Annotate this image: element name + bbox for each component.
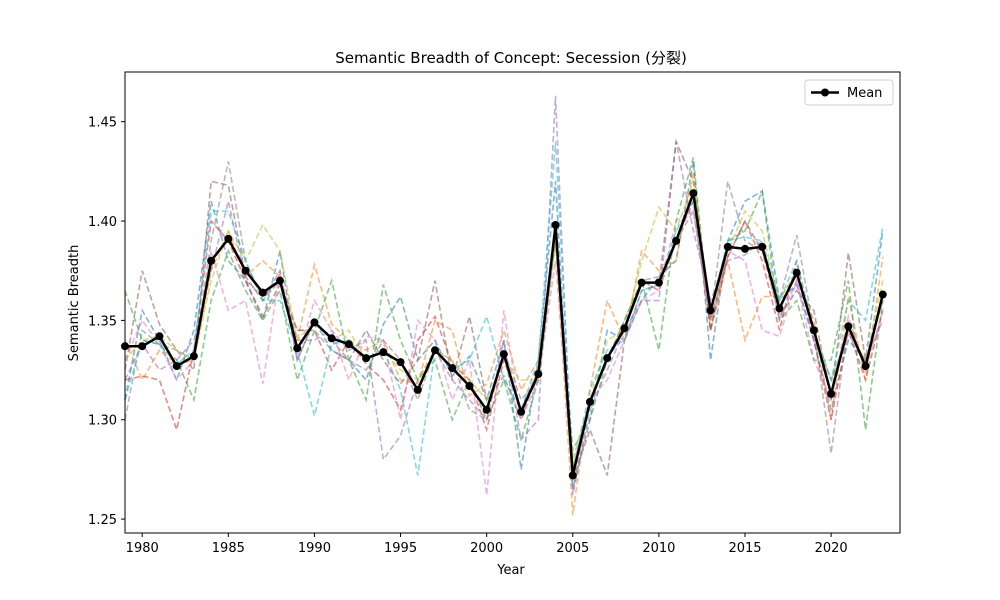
mean-point: [413, 385, 422, 394]
mean-point: [258, 288, 267, 297]
mean-point: [241, 266, 250, 275]
legend: Mean: [804, 79, 894, 106]
x-tick-label: 1980: [126, 541, 159, 556]
x-tick-label: 2000: [470, 541, 503, 556]
series-line-2: [124, 171, 884, 516]
x-tick-label: 1995: [384, 541, 417, 556]
y-tick-label: 1.40: [88, 215, 117, 230]
mean-point: [293, 344, 302, 353]
mean-point: [775, 304, 784, 313]
mean-point: [586, 397, 594, 406]
x-tick-label: 2015: [728, 541, 761, 556]
mean-point: [276, 276, 284, 285]
mean-point: [448, 364, 457, 373]
mean-point: [809, 326, 818, 335]
mean-point: [327, 334, 336, 343]
mean-point: [637, 278, 646, 287]
series-line-5: [124, 95, 884, 496]
mean-series-layer: [121, 189, 887, 480]
series-line-6: [124, 138, 884, 480]
mean-point: [207, 256, 216, 265]
y-tick-label: 1.45: [88, 116, 117, 131]
mean-point: [482, 405, 491, 414]
y-tick-label: 1.30: [88, 414, 117, 429]
series-line-1: [124, 161, 884, 490]
mean-point: [878, 290, 887, 299]
mean-point: [654, 278, 663, 287]
series-line-3: [124, 157, 884, 453]
mean-point: [189, 352, 198, 361]
mean-point: [689, 189, 698, 198]
x-tick-label: 2020: [815, 541, 848, 556]
mean-point: [465, 381, 474, 390]
mean-point: [362, 354, 371, 363]
mean-point: [620, 324, 629, 333]
mean-point: [792, 268, 801, 277]
series-line-8: [124, 161, 884, 490]
legend-box: [804, 79, 894, 106]
x-tick-label: 2010: [642, 541, 675, 556]
mean-point: [310, 318, 319, 327]
mean-point: [431, 346, 439, 355]
mean-point: [827, 389, 836, 398]
chart-title: Semantic Breadth of Concept: Secession (…: [335, 49, 687, 67]
mean-point: [499, 350, 508, 359]
mean-point: [568, 471, 577, 480]
legend-mean-marker: [821, 88, 829, 97]
legend-mean-label: Mean: [847, 86, 882, 101]
y-tick-label: 1.25: [88, 513, 117, 528]
mean-point: [861, 362, 870, 371]
mean-point: [379, 348, 388, 357]
mean-point: [138, 342, 147, 351]
mean-point: [155, 332, 164, 341]
mean-point: [603, 354, 612, 363]
y-axis: 1.25 1.30 1.35 1.40 1.45: [88, 116, 125, 528]
mean-point: [224, 234, 233, 243]
mean-point: [344, 340, 353, 349]
series-line-7: [124, 209, 884, 496]
mean-point: [534, 370, 543, 379]
mean-point: [723, 242, 732, 251]
mean-point: [551, 221, 560, 230]
x-axis: 1980 1985 1990 1995 2000 2005 2010 2015 2020: [126, 533, 848, 556]
mean-point: [172, 362, 181, 371]
plot-frame: [124, 71, 901, 534]
mean-point: [844, 322, 853, 331]
y-axis-label: Semantic Breadth: [67, 245, 82, 362]
x-tick-label: 2005: [556, 541, 589, 556]
series-line-9: [124, 181, 884, 460]
mean-point: [396, 358, 405, 367]
mean-point: [758, 242, 767, 251]
x-axis-label: Year: [496, 563, 525, 578]
series-layer: [124, 95, 884, 516]
y-tick-label: 1.35: [88, 314, 117, 329]
mean-point: [672, 236, 681, 245]
mean-point: [706, 306, 715, 315]
x-tick-label: 1985: [212, 541, 245, 556]
mean-point: [517, 407, 526, 416]
x-tick-label: 1990: [298, 541, 331, 556]
mean-point: [741, 244, 749, 253]
series-line-10: [124, 141, 884, 476]
